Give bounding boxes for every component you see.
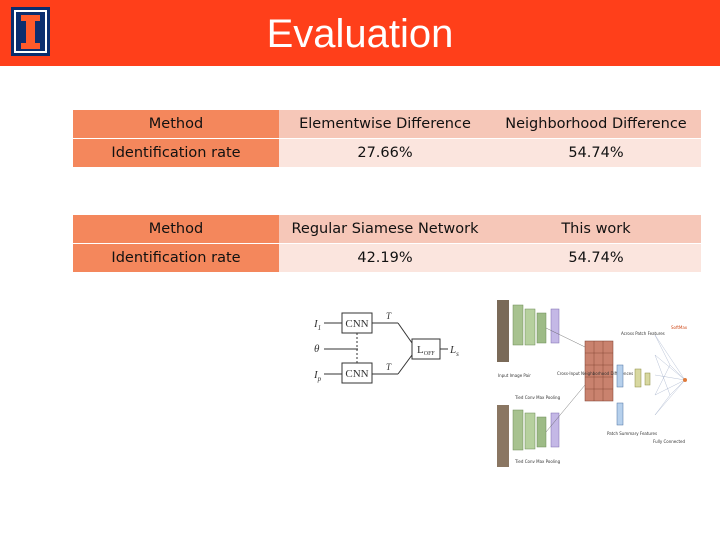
rate-siamese: 42.19%: [279, 244, 491, 273]
comparison-table-2: Method Regular Siamese Network This work…: [73, 215, 701, 273]
fully-connected-mesh: [654, 334, 686, 416]
method-siamese: Regular Siamese Network: [279, 215, 491, 244]
diagram-label: Input Image Pair: [498, 373, 531, 378]
input-image-bottom: [497, 405, 509, 467]
method-elementwise: Elementwise Difference: [279, 110, 491, 139]
method-this-work: This work: [491, 215, 701, 244]
rate-neighborhood: 54.74%: [491, 139, 701, 168]
diagram-label: Tied Conv Max Pooling: [514, 395, 561, 400]
row-label: Identification rate: [73, 244, 279, 273]
diagram-label: Cross-Input Neighborhood Differences: [557, 371, 633, 376]
diagram-label: Tied Conv Max Pooling: [514, 459, 561, 464]
table-row: Identification rate 42.19% 54.74%: [73, 244, 701, 273]
cnn-bot-label: CNN: [345, 368, 368, 380]
row-label: Identification rate: [73, 139, 279, 168]
table-row: Identification rate 27.66% 54.74%: [73, 139, 701, 168]
comparison-table-1: Method Elementwise Difference Neighborho…: [73, 110, 701, 168]
diagram-label: SoftMax: [671, 325, 688, 330]
table-header-row: Method Regular Siamese Network This work: [73, 215, 701, 244]
method-neighborhood: Neighborhood Difference: [491, 110, 701, 139]
diagram-label: Across Patch Features: [621, 331, 665, 336]
diagram-label: Patch Summary Features: [607, 431, 657, 436]
university-logo-icon: [7, 3, 54, 60]
input-image-top: [497, 300, 509, 362]
input-bot-label: Ip: [313, 369, 322, 383]
feature-bot-label: T: [386, 362, 392, 372]
method-header: Method: [73, 110, 279, 139]
feature-top-label: T: [386, 311, 392, 321]
cnn-top-label: CNN: [345, 318, 368, 330]
rate-elementwise: 27.66%: [279, 139, 491, 168]
input-mid-label: θ: [314, 343, 320, 355]
table-header-row: Method Elementwise Difference Neighborho…: [73, 110, 701, 139]
siamese-network-diagram: I1 θ Ip CNN CNN T T LOFF Ls: [313, 311, 459, 384]
neighborhood-difference-block: [584, 340, 614, 402]
method-header: Method: [73, 215, 279, 244]
output-label: Ls: [449, 344, 459, 358]
title-bar: Evaluation: [0, 0, 720, 66]
loss-label: LOFF: [417, 344, 435, 357]
diagram-label: Fully Connected: [653, 439, 685, 444]
slide-title: Evaluation: [266, 12, 454, 56]
input-top-label: I1: [313, 318, 321, 332]
rate-this-work: 54.74%: [491, 244, 701, 273]
network-architecture-diagram: Input Image Pair Tied Conv Max Pooling T…: [497, 300, 688, 467]
